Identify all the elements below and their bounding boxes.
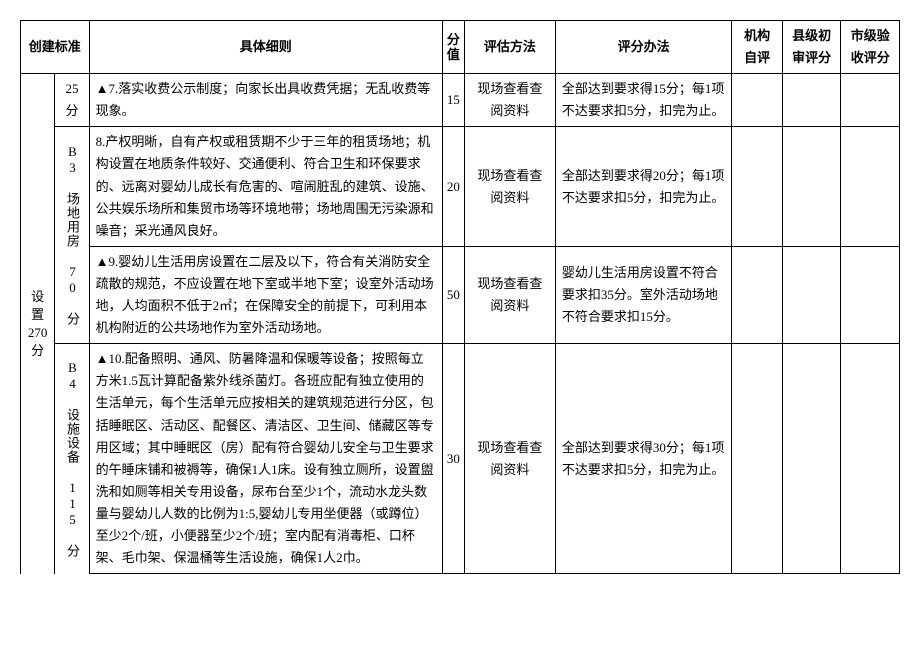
header-city-eval: 市级验收评分 [841, 21, 900, 74]
setup-score-label: 270分 [28, 325, 48, 358]
eval-method-cell: 现场查看查阅资料 [465, 74, 556, 127]
eval-method-cell: 现场查看查阅资料 [465, 246, 556, 343]
city-eval-cell [841, 344, 900, 574]
header-detail: 具体细则 [89, 21, 442, 74]
scoring-cell: 婴幼儿生活用房设置不符合要求扣35分。室外活动场地不符合要求扣15分。 [555, 246, 732, 343]
city-eval-cell [841, 246, 900, 343]
table-row: 设置 270分 25分 ▲7.落实收费公示制度；向家长出具收费凭据；无乱收费等现… [21, 74, 900, 127]
level2-b2-score: 25分 [55, 74, 89, 127]
table-row: ▲9.婴幼儿生活用房设置在二层及以下，符合有关消防安全疏散的规范，不应设置在地下… [21, 246, 900, 343]
detail-cell: 8.产权明晰，自有产权或租赁期不少于三年的租赁场地；机构设置在地质条件较好、交通… [89, 127, 442, 246]
header-row: 创建标准 具体细则 分值 评估方法 评分办法 机构自评 县级初审评分 市级验收评… [21, 21, 900, 74]
level1-setup: 设置 270分 [21, 74, 55, 574]
score-cell: 20 [442, 127, 464, 246]
level2-b4: B4 设施设备 115 分 [55, 344, 89, 574]
county-eval-cell [782, 127, 841, 246]
self-eval-cell [732, 127, 782, 246]
scoring-cell: 全部达到要求得30分；每1项不达要求扣5分，扣完为止。 [555, 344, 732, 574]
scoring-cell: 全部达到要求得20分；每1项不达要求扣5分，扣完为止。 [555, 127, 732, 246]
county-eval-cell [782, 74, 841, 127]
setup-label: 设置 [31, 289, 44, 322]
header-eval-method: 评估方法 [465, 21, 556, 74]
header-score: 分值 [442, 21, 464, 74]
city-eval-cell [841, 127, 900, 246]
detail-cell: ▲9.婴幼儿生活用房设置在二层及以下，符合有关消防安全疏散的规范，不应设置在地下… [89, 246, 442, 343]
header-scoring-method: 评分办法 [555, 21, 732, 74]
detail-cell: ▲7.落实收费公示制度；向家长出具收费凭据；无乱收费等现象。 [89, 74, 442, 127]
self-eval-cell [732, 246, 782, 343]
level2-b3: B3 场地用房 70 分 [55, 127, 89, 344]
county-eval-cell [782, 344, 841, 574]
scoring-cell: 全部达到要求得15分；每1项不达要求扣5分，扣完为止。 [555, 74, 732, 127]
eval-method-cell: 现场查看查阅资料 [465, 127, 556, 246]
city-eval-cell [841, 74, 900, 127]
eval-method-cell: 现场查看查阅资料 [465, 344, 556, 574]
self-eval-cell [732, 344, 782, 574]
header-county-eval: 县级初审评分 [782, 21, 841, 74]
table-row: B3 场地用房 70 分 8.产权明晰，自有产权或租赁期不少于三年的租赁场地；机… [21, 127, 900, 246]
evaluation-table: 创建标准 具体细则 分值 评估方法 评分办法 机构自评 县级初审评分 市级验收评… [20, 20, 900, 574]
score-cell: 50 [442, 246, 464, 343]
header-self-eval: 机构自评 [732, 21, 782, 74]
self-eval-cell [732, 74, 782, 127]
header-standard: 创建标准 [21, 21, 90, 74]
table-row: B4 设施设备 115 分 ▲10.配备照明、通风、防暑降温和保暖等设备；按照每… [21, 344, 900, 574]
score-cell: 15 [442, 74, 464, 127]
score-cell: 30 [442, 344, 464, 574]
county-eval-cell [782, 246, 841, 343]
detail-cell: ▲10.配备照明、通风、防暑降温和保暖等设备；按照每立方米1.5瓦计算配备紫外线… [89, 344, 442, 574]
